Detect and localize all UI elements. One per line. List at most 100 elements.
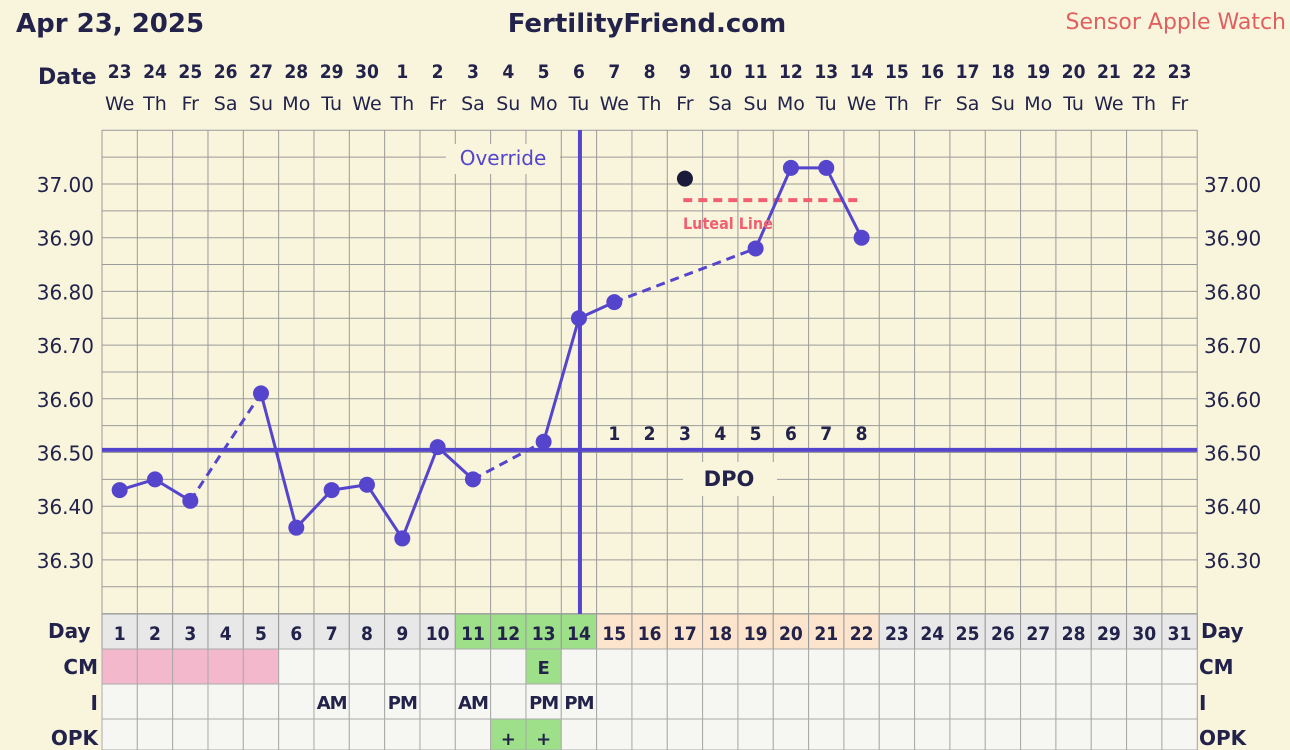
- date-label: 25: [178, 61, 202, 83]
- intercourse-entry: PM: [388, 693, 417, 714]
- weekday-label: Su: [496, 93, 520, 115]
- table-cell: [949, 648, 986, 685]
- weekday-label: Th: [142, 93, 167, 115]
- date-label: 23: [1168, 61, 1192, 83]
- weekday-label: Mo: [777, 93, 805, 115]
- table-cell: [772, 648, 810, 685]
- luteal-line-label: Luteal Line: [683, 214, 773, 233]
- table-cell: [984, 648, 1022, 685]
- table-cell: [278, 683, 315, 720]
- weekday-label: We: [600, 93, 629, 115]
- dpo-number: 7: [820, 423, 832, 445]
- weekday-label: Th: [1131, 93, 1156, 115]
- table-cell: [384, 718, 421, 750]
- override-label: Override: [460, 146, 547, 170]
- cm-row-label-right: CM: [1199, 655, 1234, 679]
- table-cell: [949, 718, 986, 750]
- date-label: 17: [956, 61, 980, 83]
- y-tick-label-left: 36.80: [37, 280, 94, 304]
- table-cell: [808, 718, 845, 750]
- table-cell: [1055, 648, 1092, 685]
- table-cell: [596, 718, 633, 750]
- table-cell: [1090, 683, 1128, 720]
- cycle-day-label: 4: [220, 623, 232, 645]
- table-cell: [702, 683, 739, 720]
- cycle-day-label: 30: [1132, 623, 1156, 645]
- weekday-label: We: [847, 93, 876, 115]
- date-label: 26: [214, 61, 238, 83]
- table-cell: [1126, 648, 1163, 685]
- dpo-number: 8: [856, 423, 868, 445]
- table-cell: [384, 683, 421, 720]
- table-cell: [313, 648, 350, 685]
- date-label: 24: [143, 61, 167, 83]
- day-cell: [1126, 613, 1163, 650]
- table-cell: [525, 718, 562, 750]
- cycle-day-label: 2: [149, 623, 161, 645]
- table-cell: [348, 648, 386, 685]
- table-cell: [136, 648, 174, 685]
- y-tick-label-right: 36.60: [1204, 388, 1261, 412]
- table-cell: [772, 718, 810, 750]
- cycle-day-label: 22: [850, 623, 874, 645]
- weekday-label: Sa: [956, 93, 980, 115]
- table-cell: [242, 648, 280, 685]
- date-label: 21: [1097, 61, 1121, 83]
- table-cell: [419, 648, 456, 685]
- weekday-label: Sa: [214, 93, 238, 115]
- table-cell: [878, 718, 916, 750]
- dpo-number: 1: [608, 423, 620, 445]
- cm-entry: E: [537, 658, 549, 679]
- date-label: 14: [850, 61, 874, 83]
- table-cell: [878, 683, 916, 720]
- table-cell: [808, 648, 845, 685]
- override-label-bg: [446, 144, 560, 174]
- y-tick-label-left: 36.90: [37, 227, 94, 251]
- date-label: 19: [1026, 61, 1050, 83]
- table-cell: [348, 683, 386, 720]
- temp-point: [570, 310, 587, 327]
- table-cell: [136, 718, 174, 750]
- y-tick-label-right: 36.40: [1204, 495, 1261, 519]
- dpo-label-bg: [683, 462, 777, 496]
- table-cell: [101, 683, 138, 720]
- temp-line-segment: [189, 392, 263, 502]
- temp-point: [464, 471, 481, 488]
- weekday-label: Th: [389, 93, 414, 115]
- weekday-label: Tu: [320, 93, 342, 115]
- table-cell: [1161, 648, 1198, 685]
- weekday-label: Th: [637, 93, 662, 115]
- table-cell: [313, 718, 350, 750]
- table-cell: [207, 718, 244, 750]
- date-label: 1: [396, 61, 408, 83]
- opk-row-label-left: OPK: [51, 726, 100, 750]
- date-label: 15: [885, 61, 909, 83]
- table-cell: [1090, 718, 1128, 750]
- cycle-day-label: 14: [567, 623, 591, 645]
- intercourse-entry: AM: [458, 693, 488, 714]
- table-cell: [172, 648, 209, 685]
- temp-point: [429, 439, 446, 456]
- weekday-label: Fr: [182, 93, 200, 115]
- weekday-label: Fr: [429, 93, 447, 115]
- table-cell: [702, 648, 739, 685]
- intercourse-entry: PM: [529, 693, 558, 714]
- table-cell: [313, 683, 350, 720]
- day-row-label-left: Day: [48, 619, 91, 643]
- day-cell: [772, 613, 810, 650]
- table-cell: [596, 648, 633, 685]
- y-tick-label-left: 36.60: [37, 388, 94, 412]
- y-tick-label-right: 36.70: [1204, 334, 1261, 358]
- day-cell: [242, 613, 280, 650]
- weekday-label: Mo: [282, 93, 310, 115]
- temp-point: [288, 519, 305, 536]
- table-cell: [490, 683, 527, 720]
- cycle-day-label: 19: [744, 623, 768, 645]
- table-cell: [172, 683, 209, 720]
- cycle-day-label: 26: [991, 623, 1015, 645]
- cycle-day-label: 7: [326, 623, 338, 645]
- y-tick-label-right: 36.90: [1204, 227, 1261, 251]
- day-cell: [419, 613, 456, 650]
- date-label: 2: [432, 61, 444, 83]
- temp-point: [146, 471, 163, 488]
